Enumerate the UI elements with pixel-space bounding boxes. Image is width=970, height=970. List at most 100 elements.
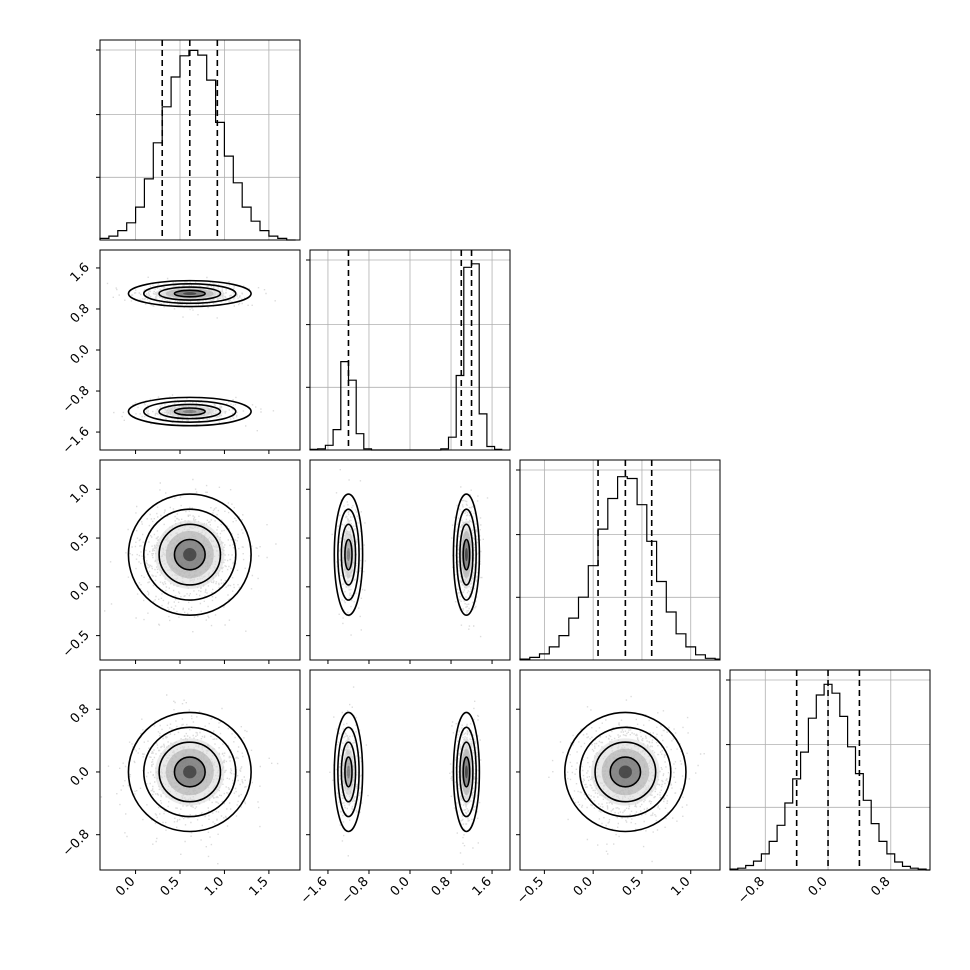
x-tick-label-0-0: 0.0: [113, 874, 138, 899]
joint-contour-0-3-00-0: [173, 756, 206, 788]
y-tick-label-3-2: 0.8: [68, 701, 93, 726]
joint-scatter-0-1: [106, 276, 276, 432]
joint-density-0-1-01-3: [183, 292, 197, 296]
joint-contour-1-2-10-3: [452, 493, 481, 617]
hist-0-steps: [99, 49, 296, 241]
hist-frame-2: [519, 459, 721, 661]
joint-panel-0-3: [96, 669, 301, 874]
joint-contour-2-3-00-2: [579, 726, 672, 818]
joint-contour-1-2-00-3: [333, 493, 364, 617]
joint-contour-0-1-00-3: [127, 396, 252, 427]
hist-panel-2: [516, 459, 721, 661]
joint-contour-0-2-00-3: [127, 493, 252, 617]
joint-density-0-1-00-0: [155, 403, 225, 420]
x-tick-label-2-2: 0.5: [620, 874, 645, 899]
joint-density-1-3-00-3: [346, 765, 351, 779]
joint-contour-2-3-00-1: [594, 741, 657, 803]
panels-layer: 0.0 0.5 1.0 1.5 −1.6 −0.8 0.0 0.8 1.6 −0.5 0.0 0.5 1…: [60, 39, 931, 907]
y-tick-label-1-4: 1.6: [68, 260, 93, 285]
hist-panel-3: [726, 669, 931, 871]
joint-contour-1-2-00-2: [337, 508, 360, 601]
y-tick-label-1-1: −0.8: [60, 383, 93, 416]
hist-panel-1: [306, 249, 511, 451]
joint-density-1-3-00-2: [345, 757, 352, 787]
hist-frame-1: [309, 249, 511, 451]
y-tick-label-2-3: 1.0: [68, 481, 93, 506]
joint-contour-0-3-00-1: [158, 741, 222, 803]
joint-frame-1-3: [309, 669, 511, 871]
joint-contour-1-2-00-1: [340, 523, 357, 586]
joint-density-1-3-10-3: [465, 765, 468, 779]
joint-contour-0-1-00-0: [173, 407, 206, 416]
joint-content-1-3: [329, 686, 482, 865]
y-tick-label-1-2: 0.0: [68, 342, 93, 367]
hist-frame-0: [99, 39, 301, 241]
joint-contour-0-1-01-1: [158, 286, 222, 301]
joint-density-0-3-00-3: [183, 765, 197, 779]
joint-density-1-2-10-3: [465, 548, 468, 562]
hist-panel-0: [96, 39, 301, 241]
joint-contour-0-2-00-1: [158, 523, 222, 586]
hist-frame-3: [729, 669, 931, 871]
joint-contour-1-3-00-0: [344, 756, 353, 788]
x-tick-label-0-3: 1.5: [246, 874, 271, 899]
y-tick-label-1-0: −1.6: [60, 424, 93, 457]
x-tick-label-1-2: 0.0: [388, 874, 413, 899]
joint-contour-0-3-00-2: [142, 726, 237, 818]
joint-content-2-3: [548, 695, 705, 863]
joint-content-0-2: [104, 478, 277, 633]
joint-contour-0-3-00-3: [127, 711, 252, 833]
joint-frame-0-3: [99, 669, 301, 871]
hist-2-steps: [519, 476, 720, 660]
joint-panel-1-3: [306, 669, 511, 874]
joint-panel-1-2: [306, 459, 511, 664]
joint-content-0-3: [100, 694, 279, 865]
y-tick-label-3-1: 0.0: [68, 764, 93, 789]
y-tick-label-2-2: 0.5: [68, 530, 93, 555]
joint-content-1-2: [331, 469, 489, 638]
y-tick-label-1-3: 0.8: [68, 301, 93, 326]
x-tick-label-1-0: −1.6: [298, 874, 331, 907]
joint-contour-2-3-00-0: [609, 756, 642, 788]
x-tick-label-1-4: 1.6: [470, 874, 495, 899]
x-tick-label-1-3: 0.8: [429, 874, 454, 899]
hist-bg-3: [730, 670, 930, 870]
joint-contour-1-3-10-2: [455, 726, 477, 818]
joint-contour-1-3-00-3: [333, 711, 364, 833]
joint-density-0-1-00-3: [183, 410, 197, 414]
x-tick-label-3-2: 0.8: [868, 874, 893, 899]
joint-contour-1-2-10-2: [455, 508, 477, 601]
x-tick-label-2-1: 0.0: [571, 874, 596, 899]
joint-frame-1-2: [309, 459, 511, 661]
joint-density-1-2-00-0: [340, 520, 357, 589]
joint-density-1-2-00-3: [346, 548, 351, 562]
hist-bg-0: [100, 40, 300, 240]
joint-frame-0-1: [99, 249, 301, 451]
x-tick-label-0-1: 0.5: [158, 874, 183, 899]
joint-content-0-1: [106, 276, 276, 432]
joint-contour-1-2-10-1: [459, 523, 474, 586]
x-tick-label-3-0: −0.8: [735, 874, 768, 907]
x-tick-label-1-1: −0.8: [339, 874, 372, 907]
x-tick-label-2-3: 1.0: [668, 874, 693, 899]
joint-frame-0-2: [99, 459, 301, 661]
joint-contour-0-1-01-2: [142, 283, 237, 305]
joint-density-1-3-00-0: [340, 738, 357, 806]
x-tick-label-0-2: 1.0: [202, 874, 227, 899]
joint-panel-0-1: [96, 249, 301, 454]
joint-frame-2-3: [519, 669, 721, 871]
joint-contour-0-1-01-0: [173, 289, 206, 298]
y-tick-label-2-0: −0.5: [60, 628, 93, 661]
joint-contour-1-3-00-1: [340, 741, 357, 803]
joint-contour-1-3-00-2: [337, 726, 360, 818]
y-tick-label-3-0: −0.8: [60, 827, 93, 860]
joint-contour-1-3-10-0: [462, 756, 471, 788]
x-tick-label-2-0: −0.5: [514, 874, 547, 907]
y-tick-label-2-1: 0.0: [68, 579, 93, 604]
x-tick-label-3-1: 0.0: [806, 874, 831, 899]
hist-bg-2: [520, 460, 720, 660]
joint-contour-1-3-10-3: [452, 711, 481, 833]
joint-density-0-1-00-2: [175, 408, 205, 415]
joint-density-1-2-00-2: [345, 540, 352, 570]
